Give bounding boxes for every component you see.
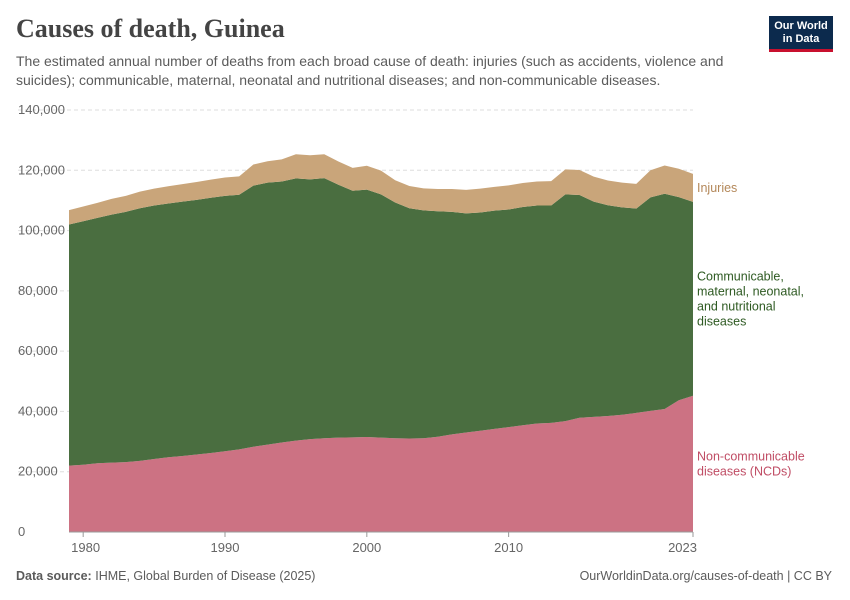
label-ncd: Non-communicable diseases (NCDs) bbox=[697, 449, 805, 478]
y-tick-label-120000: 120,000 bbox=[18, 162, 65, 177]
owid-logo[interactable]: Our World in Data bbox=[769, 16, 833, 52]
y-tick-label-100000: 100,000 bbox=[18, 223, 65, 238]
x-tick-label-2023: 2023 bbox=[668, 540, 697, 555]
series-areas bbox=[69, 154, 693, 532]
chart-title: Causes of death, Guinea bbox=[16, 14, 285, 43]
chart-subtitle: The estimated annual number of deaths fr… bbox=[16, 53, 724, 88]
y-axis-ticks: 0 20,000 40,000 60,000 80,000 100,000 120,000 1… bbox=[18, 102, 65, 539]
series-labels: Non-communicable diseases (NCDs) Communica… bbox=[697, 181, 805, 478]
y-tick-label-0: 0 bbox=[18, 524, 25, 539]
label-injuries: Injuries bbox=[697, 181, 737, 195]
area-ncd[interactable] bbox=[69, 395, 693, 532]
label-communicable-line: maternal, neonatal, bbox=[697, 284, 804, 298]
x-tick-label-2010: 2010 bbox=[494, 540, 523, 555]
y-tick-label-40000: 40,000 bbox=[18, 403, 58, 418]
label-communicable: Communicable, maternal, neonatal, and nutr… bbox=[697, 269, 804, 328]
x-tick-label-1980: 1980 bbox=[71, 540, 100, 555]
logo-line-2: in Data bbox=[782, 33, 820, 45]
area-injuries[interactable] bbox=[69, 154, 693, 225]
x-tick-label-2000: 2000 bbox=[352, 540, 381, 555]
y-tick-label-140000: 140,000 bbox=[18, 102, 65, 117]
label-ncd-line: Non-communicable bbox=[697, 449, 805, 463]
logo-line-1: Our World bbox=[774, 20, 828, 32]
x-axis: 1980 1990 2000 2010 2023 bbox=[69, 531, 697, 555]
label-injuries-line: Injuries bbox=[697, 181, 737, 195]
stacked-area-chart: 0 20,000 40,000 60,000 80,000 100,000 120,000 1… bbox=[18, 102, 805, 555]
label-communicable-line: Communicable, bbox=[697, 269, 784, 283]
source-url-link[interactable]: OurWorldinData.org/causes-of-death | CC … bbox=[579, 569, 832, 583]
data-source: Data source: IHME, Global Burden of Dise… bbox=[16, 569, 315, 583]
x-tick-label-1990: 1990 bbox=[211, 540, 240, 555]
y-tick-label-80000: 80,000 bbox=[18, 283, 58, 298]
label-ncd-line: diseases (NCDs) bbox=[697, 464, 791, 478]
y-tick-label-20000: 20,000 bbox=[18, 464, 58, 479]
label-communicable-line: and nutritional bbox=[697, 299, 776, 313]
data-source-label: Data source: bbox=[16, 569, 92, 583]
area-communicable[interactable] bbox=[69, 178, 693, 466]
data-source-text: IHME, Global Burden of Disease (2025) bbox=[95, 569, 316, 583]
label-communicable-line: diseases bbox=[697, 314, 746, 328]
y-tick-label-60000: 60,000 bbox=[18, 343, 58, 358]
